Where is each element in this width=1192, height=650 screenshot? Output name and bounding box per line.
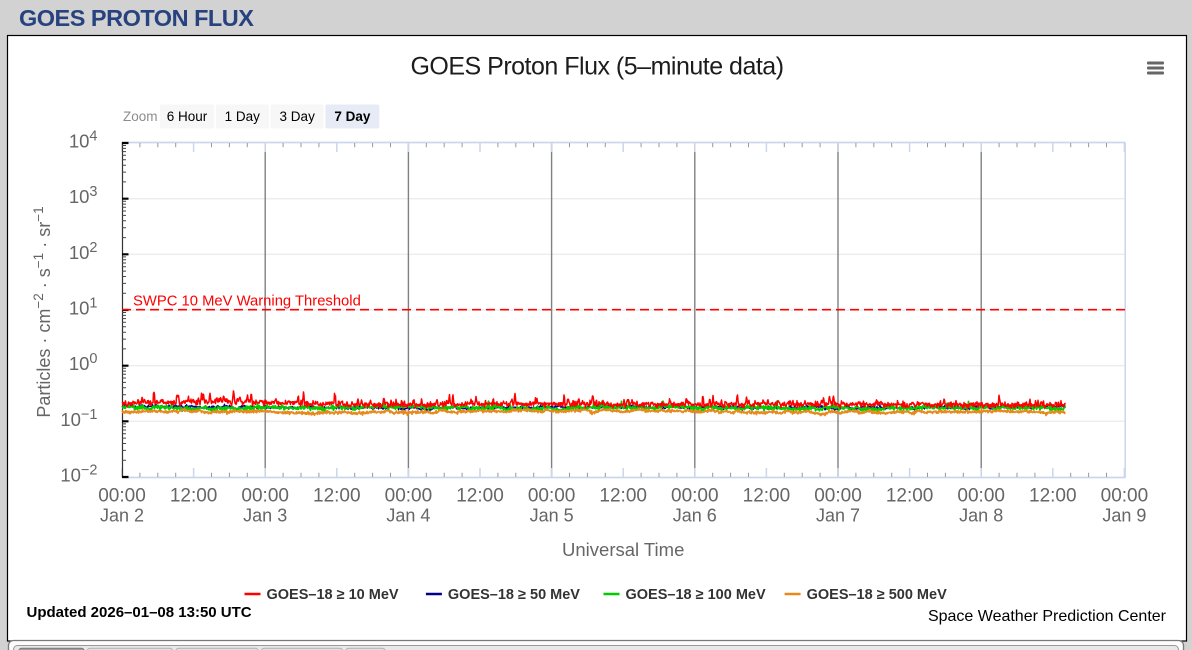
svg-text:00:00: 00:00 bbox=[814, 486, 862, 507]
svg-text:00:00: 00:00 bbox=[671, 486, 719, 507]
svg-text:00:00: 00:00 bbox=[241, 486, 289, 507]
svg-text:Universal Time: Universal Time bbox=[562, 539, 684, 560]
svg-text:GOES–18 ≥ 500 MeV: GOES–18 ≥ 500 MeV bbox=[807, 587, 947, 603]
svg-text:GOES–18 ≥ 50 MeV: GOES–18 ≥ 50 MeV bbox=[448, 587, 580, 603]
svg-text:Jan 9: Jan 9 bbox=[1102, 506, 1146, 526]
svg-text:Jan 5: Jan 5 bbox=[530, 506, 574, 526]
svg-text:GOES–18 ≥ 100 MeV: GOES–18 ≥ 100 MeV bbox=[626, 587, 766, 603]
svg-text:12:00: 12:00 bbox=[313, 486, 361, 507]
svg-text:Jan 3: Jan 3 bbox=[243, 506, 287, 526]
svg-text:12:00: 12:00 bbox=[886, 486, 934, 507]
svg-text:GOES PROTON FLUX: GOES PROTON FLUX bbox=[19, 5, 254, 31]
svg-text:00:00: 00:00 bbox=[1101, 486, 1149, 507]
svg-text:SWPC 10 MeV Warning Threshold: SWPC 10 MeV Warning Threshold bbox=[133, 294, 361, 310]
svg-text:Jan 2: Jan 2 bbox=[100, 506, 144, 526]
svg-text:12:00: 12:00 bbox=[170, 486, 218, 507]
svg-text:Updated 2026–01–08 13:50 UTC: Updated 2026–01–08 13:50 UTC bbox=[27, 604, 252, 621]
svg-text:00:00: 00:00 bbox=[528, 486, 576, 507]
svg-text:00:00: 00:00 bbox=[957, 486, 1005, 507]
svg-text:Jan 7: Jan 7 bbox=[816, 506, 860, 526]
svg-text:1 Day: 1 Day bbox=[225, 109, 261, 124]
svg-text:12:00: 12:00 bbox=[456, 486, 504, 507]
svg-text:12:00: 12:00 bbox=[599, 486, 647, 507]
svg-text:3 Day: 3 Day bbox=[280, 109, 316, 124]
svg-text:6 Hour: 6 Hour bbox=[167, 109, 208, 124]
svg-text:00:00: 00:00 bbox=[98, 486, 146, 507]
svg-text:Particles · cm−2 · s−1 · sr−1: Particles · cm−2 · s−1 · sr−1 bbox=[31, 206, 54, 417]
svg-text:12:00: 12:00 bbox=[1029, 486, 1077, 507]
svg-text:Space Weather Prediction Cente: Space Weather Prediction Center bbox=[928, 608, 1167, 625]
svg-text:Jan 6: Jan 6 bbox=[673, 506, 717, 526]
svg-text:Zoom: Zoom bbox=[123, 109, 158, 124]
svg-text:12:00: 12:00 bbox=[743, 486, 791, 507]
svg-text:GOES Proton Flux (5–minute dat: GOES Proton Flux (5–minute data) bbox=[410, 53, 783, 81]
svg-text:GOES–18 ≥ 10 MeV: GOES–18 ≥ 10 MeV bbox=[267, 587, 399, 603]
svg-text:7 Day: 7 Day bbox=[334, 109, 371, 124]
svg-text:Jan 4: Jan 4 bbox=[386, 506, 430, 526]
svg-text:Jan 8: Jan 8 bbox=[959, 506, 1003, 526]
svg-text:00:00: 00:00 bbox=[385, 486, 433, 507]
